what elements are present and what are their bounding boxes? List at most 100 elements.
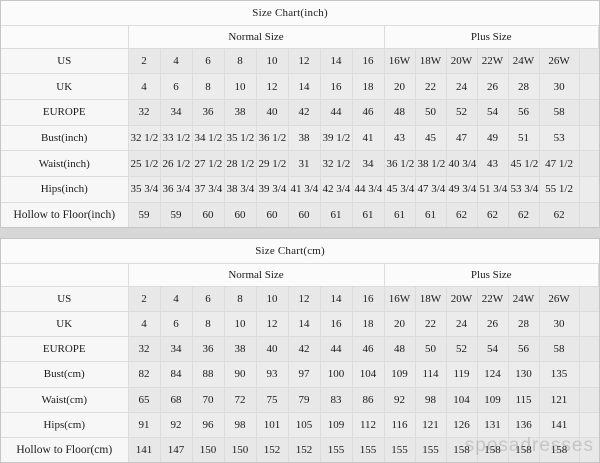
cell-europe-tail	[578, 336, 599, 363]
cell-europe-10: 52	[445, 98, 478, 126]
cell-uk-3: 10	[223, 310, 257, 338]
cell-uk-1: 6	[159, 310, 193, 338]
cell-bust-inch-0: 32 1/2	[127, 124, 161, 152]
cell-us-10: 20W	[445, 285, 478, 312]
cell-us-tail	[578, 285, 599, 312]
cell-waist-inch-5: 31	[287, 150, 321, 178]
cell-hollow-to-floor-cm-8: 155	[383, 437, 416, 462]
cm-row-label-us: US	[1, 285, 129, 312]
cell-bust-cm-1: 84	[159, 361, 193, 388]
cell-us-0: 2	[127, 285, 161, 312]
cell-uk-2: 8	[191, 310, 225, 338]
size-chart-cm: Size Chart(cm) Normal Size Plus Size US 2 4 6 8…	[0, 238, 600, 463]
cell-bust-inch-9: 45	[414, 124, 447, 152]
cell-waist-cm-3: 72	[223, 386, 257, 413]
cell-hollow-to-floor-cm-tail	[578, 437, 599, 462]
table-row: Bust(inch) 32 1/2 33 1/2 34 1/2 35 1/2 36 1/2…	[1, 124, 599, 152]
cell-europe-3: 38	[223, 336, 257, 363]
cm-row-label-uk: UK	[1, 310, 129, 338]
cell-hips-cm-4: 101	[255, 411, 289, 439]
cell-europe-5: 42	[287, 336, 321, 363]
cell-hips-inch-7: 44 3/4	[351, 176, 385, 203]
cell-waist-cm-2: 70	[191, 386, 225, 413]
cell-uk-2: 8	[191, 73, 225, 100]
cell-europe-tail	[578, 98, 599, 126]
cell-uk-3: 10	[223, 73, 257, 100]
cell-waist-inch-11: 43	[476, 150, 509, 178]
inch-row-label-uk: UK	[1, 73, 129, 100]
cell-us-4: 10	[255, 47, 289, 75]
cell-uk-12: 28	[507, 310, 540, 338]
cell-waist-inch-4: 29 1/2	[255, 150, 289, 178]
cell-hollow-to-floor-inch-2: 60	[191, 201, 225, 227]
cell-waist-inch-tail	[578, 150, 599, 178]
cell-waist-cm-5: 79	[287, 386, 321, 413]
cell-waist-cm-7: 86	[351, 386, 385, 413]
cell-europe-7: 46	[351, 336, 385, 363]
cell-hollow-to-floor-cm-9: 155	[414, 437, 447, 462]
cell-us-9: 18W	[414, 47, 447, 75]
cell-europe-12: 56	[507, 98, 540, 126]
cell-bust-cm-tail	[578, 361, 599, 388]
table-row: US 2 4 6 8 10 12 14 16 16W 18W 20W 22W 24W 26W	[1, 285, 599, 312]
cell-hips-inch-0: 35 3/4	[127, 176, 161, 203]
cell-europe-0: 32	[127, 98, 161, 126]
cell-hollow-to-floor-cm-3: 150	[223, 437, 257, 462]
cell-hips-cm-8: 116	[383, 411, 416, 439]
cell-waist-inch-6: 32 1/2	[319, 150, 353, 178]
cell-hollow-to-floor-cm-4: 152	[255, 437, 289, 462]
cell-us-5: 12	[287, 47, 321, 75]
cell-hollow-to-floor-cm-2: 150	[191, 437, 225, 462]
cm-title-row: Size Chart(cm)	[1, 239, 599, 264]
cell-europe-12: 56	[507, 336, 540, 363]
inch-title-row: Size Chart(inch)	[1, 1, 599, 26]
cell-bust-inch-5: 38	[287, 124, 321, 152]
cell-bust-cm-0: 82	[127, 361, 161, 388]
cell-bust-inch-8: 43	[383, 124, 416, 152]
cell-waist-cm-11: 109	[476, 386, 509, 413]
cell-waist-cm-6: 83	[319, 386, 353, 413]
cell-hollow-to-floor-cm-7: 155	[351, 437, 385, 462]
cell-us-11: 22W	[476, 47, 509, 75]
cell-bust-inch-3: 35 1/2	[223, 124, 257, 152]
cell-waist-cm-0: 65	[127, 386, 161, 413]
cell-waist-cm-8: 92	[383, 386, 416, 413]
cell-europe-3: 38	[223, 98, 257, 126]
cell-europe-0: 32	[127, 336, 161, 363]
cell-bust-inch-6: 39 1/2	[319, 124, 353, 152]
cell-uk-7: 18	[351, 310, 385, 338]
cell-europe-2: 36	[191, 336, 225, 363]
cell-bust-inch-11: 49	[476, 124, 509, 152]
cell-us-11: 22W	[476, 285, 509, 312]
cell-bust-cm-2: 88	[191, 361, 225, 388]
cell-hips-cm-0: 91	[127, 411, 161, 439]
cell-uk-0: 4	[127, 310, 161, 338]
cell-hips-inch-8: 45 3/4	[383, 176, 416, 203]
cell-bust-inch-13: 53	[538, 124, 580, 152]
cell-hollow-to-floor-inch-12: 62	[507, 201, 540, 227]
cell-hollow-to-floor-cm-1: 147	[159, 437, 193, 462]
inch-row-label-waist-inch: Waist(inch)	[1, 150, 129, 178]
cell-uk-11: 26	[476, 310, 509, 338]
table-row: EUROPE 32 34 36 38 40 42 44 46 48 50 52 54 56 58	[1, 336, 599, 363]
cell-us-5: 12	[287, 285, 321, 312]
size-table-inch: Size Chart(inch) Normal Size Plus Size US 2 4…	[1, 1, 599, 227]
cell-europe-1: 34	[159, 98, 193, 126]
cell-hips-cm-13: 141	[538, 411, 580, 439]
cm-title: Size Chart(cm)	[1, 239, 580, 264]
inch-row-label-hollow-to-floor-inch: Hollow to Floor(inch)	[1, 201, 129, 227]
cell-hollow-to-floor-cm-13: 158	[538, 437, 580, 462]
cell-us-4: 10	[255, 285, 289, 312]
cell-bust-cm-13: 135	[538, 361, 580, 388]
cell-waist-cm-10: 104	[445, 386, 478, 413]
cell-europe-2: 36	[191, 98, 225, 126]
table-row: Hips(cm) 91 92 96 98 101 105 109 112 116 121 126 131…	[1, 411, 599, 439]
cell-us-6: 14	[319, 285, 353, 312]
cm-row-label-europe: EUROPE	[1, 336, 129, 363]
cell-uk-4: 12	[255, 73, 289, 100]
cell-bust-cm-11: 124	[476, 361, 509, 388]
cell-us-tail	[578, 47, 599, 75]
cell-europe-4: 40	[255, 336, 289, 363]
cell-uk-8: 20	[383, 310, 416, 338]
